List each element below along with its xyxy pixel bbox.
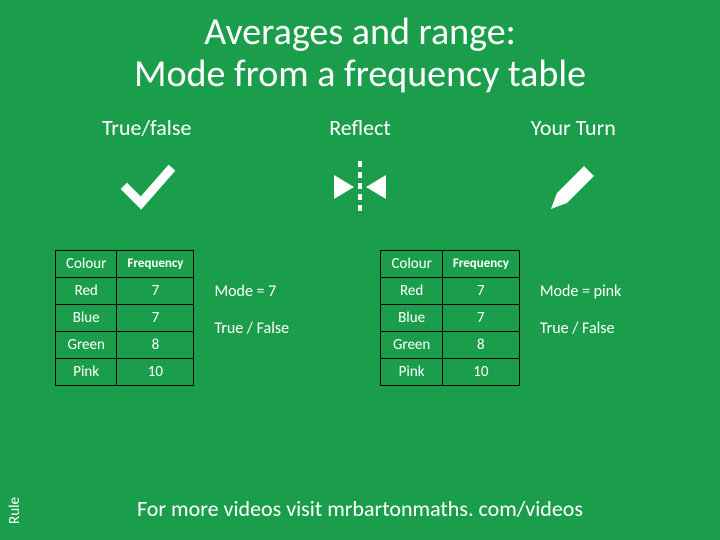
title-line-2: Mode from a frequency table bbox=[0, 54, 720, 96]
footer-link: mrbartonmaths. com/videos bbox=[327, 495, 583, 522]
reflect-icon bbox=[253, 155, 466, 224]
table-row: Blue7 bbox=[56, 304, 194, 331]
table-row: Red7 bbox=[56, 277, 194, 304]
col-reflect: Reflect bbox=[253, 114, 466, 224]
left-th-frequency: Frequency bbox=[117, 250, 194, 277]
table-row: Pink10 bbox=[56, 358, 194, 385]
table-row: Pink10 bbox=[381, 358, 519, 385]
left-mode-statement: Mode = 7 bbox=[214, 282, 352, 301]
right-true-false: True / False bbox=[540, 319, 678, 338]
left-answers: Mode = 7 True / False bbox=[202, 250, 352, 338]
col-true-false: True/false bbox=[40, 114, 253, 224]
col-label-your-turn: Your Turn bbox=[467, 114, 680, 141]
tables-row: Colour Frequency Red7 Blue7 Green8 Pink1… bbox=[0, 250, 720, 386]
table-row: Blue7 bbox=[381, 304, 519, 331]
col-label-true-false: True/false bbox=[40, 114, 253, 141]
table-row: Red7 bbox=[381, 277, 519, 304]
footer: For more videos visit mrbartonmaths. com… bbox=[0, 495, 720, 522]
right-mode-statement: Mode = pink bbox=[540, 282, 678, 301]
slide-title: Averages and range: Mode from a frequenc… bbox=[0, 0, 720, 96]
footer-prefix: For more videos visit bbox=[137, 495, 327, 522]
pencil-icon bbox=[467, 155, 680, 224]
activity-columns: True/false Reflect Your Turn bbox=[0, 114, 720, 224]
left-true-false: True / False bbox=[214, 319, 352, 338]
right-frequency-table: Colour Frequency Red7 Blue7 Green8 Pink1… bbox=[380, 250, 519, 386]
table-row: Green8 bbox=[56, 331, 194, 358]
left-frequency-table: Colour Frequency Red7 Blue7 Green8 Pink1… bbox=[55, 250, 194, 386]
title-line-1: Averages and range: bbox=[0, 12, 720, 54]
col-label-reflect: Reflect bbox=[253, 114, 466, 141]
table-row: Green8 bbox=[381, 331, 519, 358]
check-icon bbox=[40, 155, 253, 224]
rule-tab: Rule bbox=[4, 491, 26, 530]
left-th-colour: Colour bbox=[56, 250, 117, 277]
right-th-colour: Colour bbox=[381, 250, 442, 277]
right-th-frequency: Frequency bbox=[442, 250, 519, 277]
right-answers: Mode = pink True / False bbox=[528, 250, 678, 338]
col-your-turn: Your Turn bbox=[467, 114, 680, 224]
